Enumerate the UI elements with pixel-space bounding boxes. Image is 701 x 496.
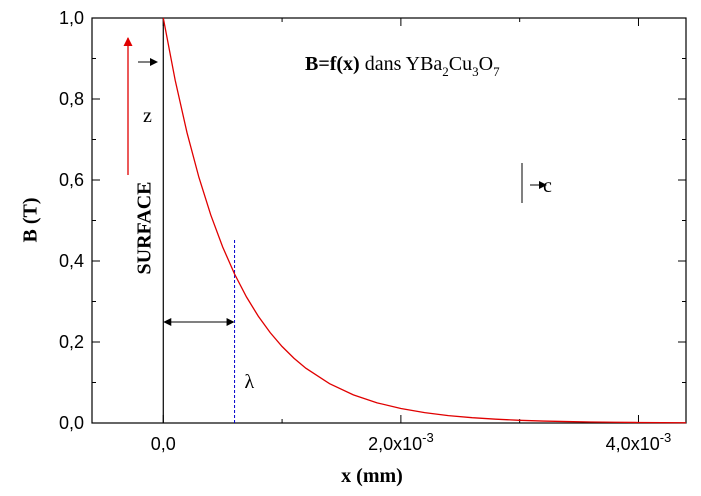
surface-label: SURFACE bbox=[134, 182, 156, 275]
y-tick-label: 0,6 bbox=[59, 170, 84, 190]
x-tick-label: 4,0x10-3 bbox=[606, 430, 672, 454]
y-tick-label: 1,0 bbox=[59, 8, 84, 28]
z-label: z bbox=[143, 105, 152, 127]
annotation: B=f(x) dans YBa2Cu3O7 bbox=[305, 53, 500, 79]
x-tick-exponent: -3 bbox=[660, 430, 672, 445]
x-tick-label: 0,0 bbox=[151, 434, 176, 454]
x-tick-label-text: 4,0x10 bbox=[606, 434, 660, 454]
plot: 0,0 2,0x10-3 4,0x10-30,00,20,40,60,81,0λ bbox=[59, 8, 687, 454]
annotation-part: 3 bbox=[472, 64, 479, 79]
plot-frame bbox=[91, 17, 687, 424]
x-tick-exponent: -3 bbox=[422, 430, 434, 445]
y-tick-label: 0,0 bbox=[59, 413, 84, 433]
annotation-part: dans YBa bbox=[360, 53, 443, 75]
y-tick-label: 0,2 bbox=[59, 332, 84, 352]
annotation-part: O bbox=[479, 53, 493, 75]
y-tick-label: 0,8 bbox=[59, 89, 84, 109]
annotation-part: Cu bbox=[449, 53, 472, 75]
y-tick-label: 0,4 bbox=[59, 251, 84, 271]
lambda-label: λ bbox=[245, 371, 255, 393]
c-label: c bbox=[543, 175, 552, 197]
annotation-part: B=f(x) bbox=[305, 53, 360, 75]
x-tick-label-text: 0,0 bbox=[151, 434, 176, 454]
x-tick-label: 2,0x10-3 bbox=[368, 430, 434, 454]
annotation-part: 2 bbox=[442, 64, 449, 79]
data-line bbox=[162, 17, 687, 424]
y-axis-label: B (T) bbox=[20, 198, 42, 243]
x-axis-label: x (mm) bbox=[341, 465, 403, 487]
annotation-part: 7 bbox=[493, 64, 500, 79]
x-tick-label-text: 2,0x10 bbox=[368, 434, 422, 454]
